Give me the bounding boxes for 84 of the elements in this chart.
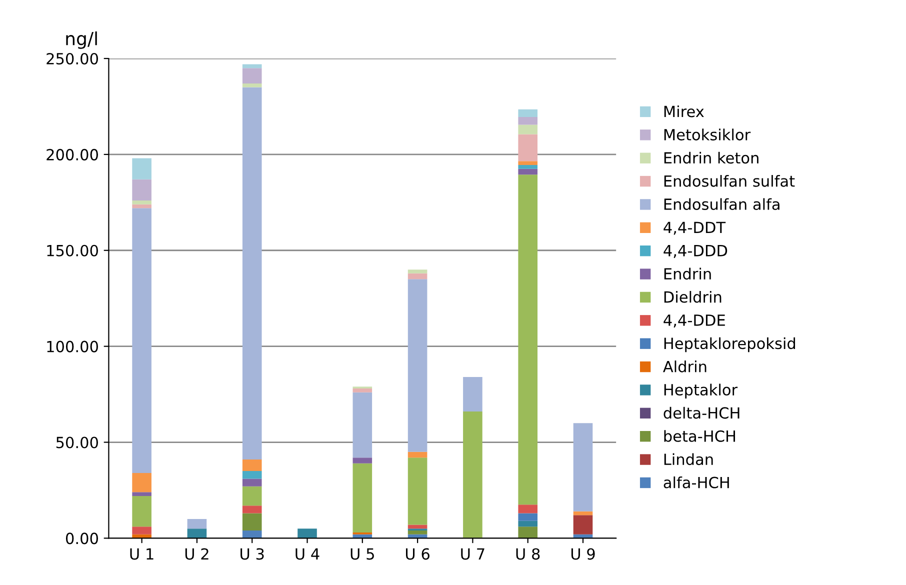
x-tick-label: U 9 xyxy=(571,548,595,560)
bar xyxy=(242,506,262,514)
x-tick-label: U 4 xyxy=(296,548,320,560)
x-tick-label: U 7 xyxy=(461,548,484,560)
legend-label: Endrin keton xyxy=(664,152,758,164)
bar xyxy=(518,504,538,514)
legend-label: beta-HCH xyxy=(664,430,735,442)
bar xyxy=(408,279,428,452)
y-tick-label: 100.00 xyxy=(47,340,98,352)
bar xyxy=(132,496,152,527)
bar xyxy=(298,528,317,538)
bar xyxy=(518,134,538,162)
bar xyxy=(573,515,593,534)
legend-label: Metoksiklor xyxy=(664,128,751,140)
bar xyxy=(242,83,262,88)
bar xyxy=(132,526,152,534)
y-tick-label: 250.00 xyxy=(46,52,98,65)
bar xyxy=(242,460,262,472)
bar xyxy=(242,530,262,538)
y-tick-label: 200.00 xyxy=(46,148,98,160)
bar xyxy=(518,164,538,169)
x-tick-label: U 1 xyxy=(130,548,154,560)
bar xyxy=(463,377,482,412)
bar xyxy=(187,519,207,529)
bar xyxy=(352,463,372,532)
bar xyxy=(518,526,538,538)
legend-label: Endrin xyxy=(664,268,711,280)
bar xyxy=(187,528,207,538)
legend-label: delta-HCH xyxy=(664,406,740,419)
bar xyxy=(518,109,538,118)
legend-label: Lindan xyxy=(664,453,713,466)
legend-label: 4,4-DDT xyxy=(664,222,726,235)
bar xyxy=(352,458,372,464)
bar xyxy=(518,174,538,505)
bar xyxy=(408,458,428,525)
y-axis-title: ng/l xyxy=(66,31,97,49)
bar xyxy=(518,124,538,134)
bar xyxy=(518,161,538,165)
legend-label: Mirex xyxy=(664,105,704,118)
bar xyxy=(408,452,428,458)
bar xyxy=(518,168,538,175)
bar xyxy=(463,412,482,538)
y-tick-label: 50.00 xyxy=(56,436,98,448)
x-tick-label: U 5 xyxy=(350,548,374,560)
legend-label: Aldrin xyxy=(663,360,706,372)
y-tick-label: 0.00 xyxy=(66,532,98,544)
bar xyxy=(352,392,372,458)
bar xyxy=(132,472,152,492)
x-tick-label: U 3 xyxy=(240,548,264,560)
y-tick-label: 150.00 xyxy=(47,244,98,256)
bar xyxy=(242,478,262,486)
legend-label: Dieldrin xyxy=(664,290,722,303)
bar xyxy=(242,513,262,531)
bar xyxy=(132,492,152,496)
bar xyxy=(132,204,152,208)
legend-label: Endosulfan alfa xyxy=(664,198,780,210)
bar xyxy=(518,513,538,521)
bar xyxy=(573,511,593,516)
bar xyxy=(408,273,428,280)
bar xyxy=(408,524,428,529)
bar xyxy=(242,68,262,84)
bar xyxy=(242,486,262,506)
bar xyxy=(242,471,262,479)
bar xyxy=(132,179,152,200)
bar xyxy=(573,423,593,512)
x-tick-label: U 8 xyxy=(516,548,540,560)
legend-label: Endosulfan sulfat xyxy=(664,175,795,187)
bar xyxy=(242,64,262,68)
legend-label: 4,4-DDE xyxy=(664,314,725,328)
bar xyxy=(518,520,538,527)
x-tick-label: U 2 xyxy=(185,548,208,560)
legend-label: Heptaklorepoksid xyxy=(664,337,796,352)
legend-label: 4,4-DDD xyxy=(664,245,728,258)
bar xyxy=(518,117,538,125)
bar xyxy=(242,87,262,460)
legend-label: alfa-HCH xyxy=(664,476,729,488)
bar xyxy=(352,388,372,392)
bar xyxy=(408,530,428,534)
bar xyxy=(132,200,152,204)
bar xyxy=(408,270,428,274)
bar xyxy=(132,158,152,180)
legend-label: Heptaklor xyxy=(664,384,738,398)
x-tick-label: U 6 xyxy=(406,548,430,560)
bar xyxy=(132,208,152,473)
